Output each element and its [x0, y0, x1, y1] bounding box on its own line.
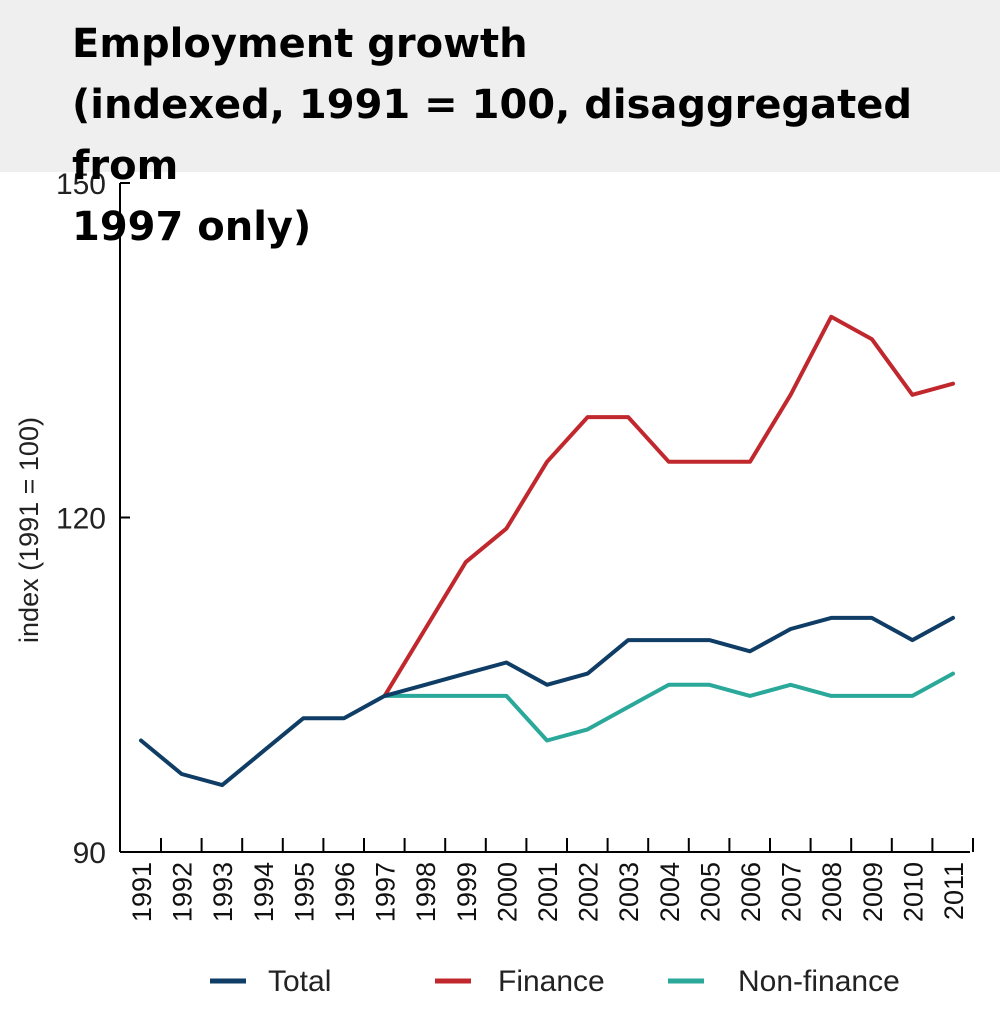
legend-label-finance: Finance [498, 965, 605, 998]
x-tick-label: 1998 [411, 862, 441, 922]
series-line-non-finance [382, 671, 955, 743]
x-tick-label: 2000 [492, 862, 522, 922]
x-tick-label: 2008 [817, 862, 847, 922]
chart-subtitle-line: (indexed, 1991 = 100, disaggregated from [72, 82, 912, 189]
x-tick-label: 1994 [249, 862, 279, 922]
x-tick-label: 1997 [371, 862, 401, 922]
x-tick-label: 2010 [898, 862, 928, 922]
x-tick-label: 2005 [695, 862, 725, 922]
title-band [0, 0, 1000, 172]
series-line-total [139, 615, 955, 788]
x-tick-label: 2011 [939, 862, 969, 920]
y-tick-label: 150 [56, 168, 106, 201]
x-tick-label: 1992 [168, 862, 198, 922]
series-layer [139, 314, 955, 788]
x-tick-label: 2009 [858, 862, 888, 922]
x-tick-label: 1999 [452, 862, 482, 922]
x-tick-label: 2001 [533, 862, 563, 922]
y-axis-label: index (1991 = 100) [14, 417, 44, 643]
x-tick-label: 1993 [208, 862, 238, 922]
chart-title-line: Employment growth [72, 21, 528, 67]
legend-label-total: Total [268, 965, 331, 998]
y-tick-label: 90 [73, 837, 106, 870]
x-tick-label: 2006 [736, 862, 766, 922]
x-tick-label: 2004 [655, 862, 685, 922]
axes: 90 120 150 index (1991 = 100) 1991 1992 1993 19… [14, 168, 974, 922]
x-tick-label: 1991 [127, 862, 157, 922]
x-tick-label: 1996 [330, 862, 360, 922]
x-tick-label: 2007 [777, 862, 807, 922]
chart-title: Employment growth (indexed, 1991 = 100, … [72, 14, 982, 258]
x-tick-label: 1995 [289, 862, 319, 922]
legend: Total Finance Non-finance [210, 965, 900, 998]
x-tick-label: 2003 [614, 862, 644, 922]
chart-subtitle-line-2: 1997 only) [72, 204, 312, 250]
x-tick-label: 2002 [574, 862, 604, 922]
y-tick-label: 120 [56, 503, 106, 536]
legend-label-non-finance: Non-finance [738, 965, 900, 998]
